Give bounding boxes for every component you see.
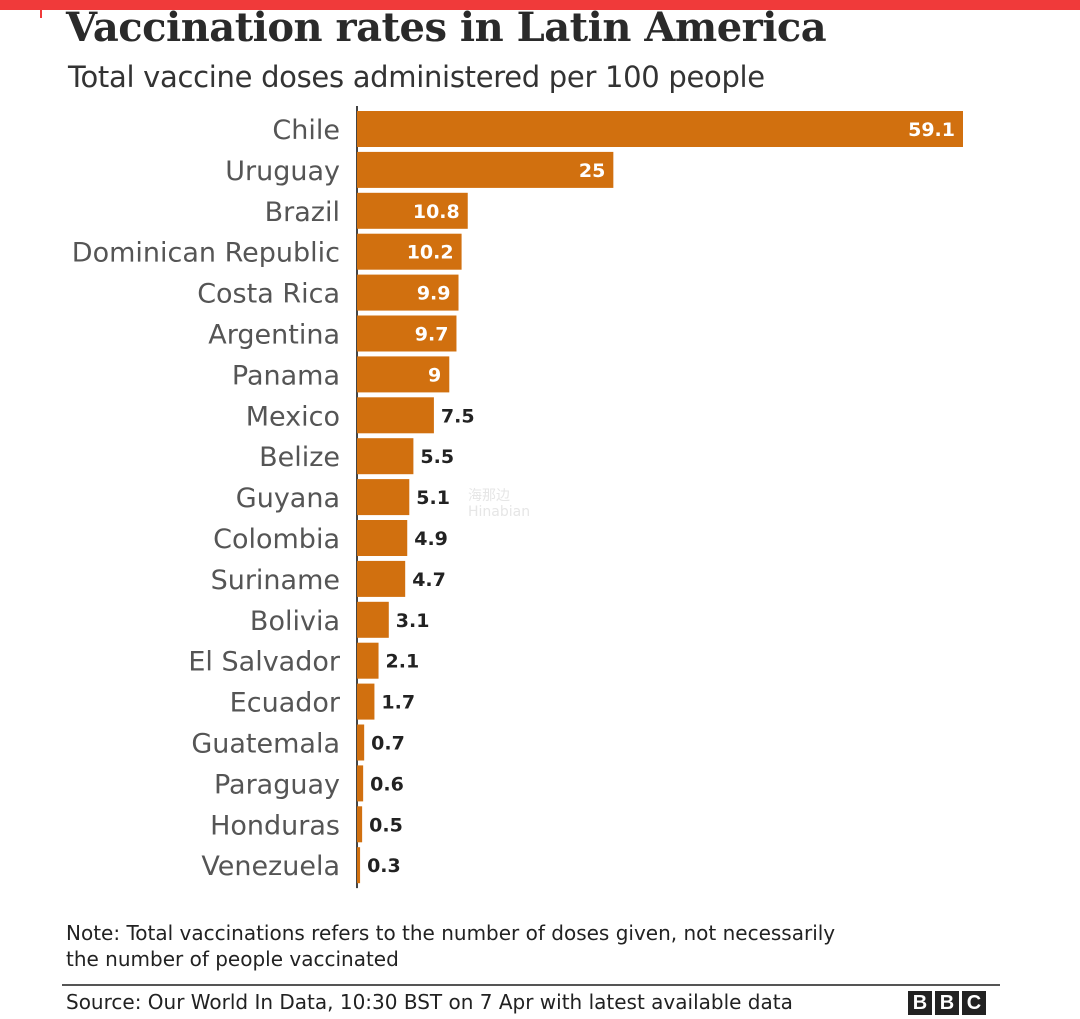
value-label-chile: 59.1 [908,119,955,141]
value-label-honduras: 0.5 [369,814,403,836]
value-label-paraguay: 0.6 [370,773,404,795]
category-label-colombia: Colombia [213,524,340,555]
chart-subtitle: Total vaccine doses administered per 100… [68,60,765,94]
bar-venezuela [357,847,361,884]
bar-panama [357,356,450,393]
bar-belize [357,438,414,475]
value-label-mexico: 7.5 [441,405,475,427]
category-label-panama: Panama [232,360,340,391]
note-line1: Note: Total vaccinations refers to the n… [66,921,836,945]
category-label-guyana: Guyana [236,483,340,514]
chart-title: Vaccination rates in Latin America [66,4,827,51]
bar-argentina [357,315,457,352]
category-label-bolivia: Bolivia [250,606,340,637]
category-label-venezuela: Venezuela [201,851,340,882]
bar-suriname [357,560,406,597]
value-label-bolivia: 3.1 [396,610,430,632]
category-label-uruguay: Uruguay [225,156,340,187]
category-label-mexico: Mexico [246,401,340,432]
bar-chile [357,111,963,147]
value-label-brazil: 10.8 [413,201,460,223]
bbc-logo-letter-b2: B [935,991,959,1015]
category-label-brazil: Brazil [265,197,340,228]
bar-uruguay [357,151,614,188]
category-label-chile: Chile [272,115,340,146]
value-label-panama: 9 [428,364,441,386]
top-accent-bar [0,0,1080,18]
footer-divider [62,984,1000,986]
watermark: 海那边 Hinabian [468,488,530,520]
bar-guyana [357,479,410,516]
bar-el-salvador [357,642,379,679]
bar-guatemala [357,724,365,761]
value-label-guyana: 5.1 [416,487,450,509]
category-label-honduras: Honduras [210,810,340,841]
bar-brazil [357,192,468,229]
category-label-paraguay: Paraguay [214,769,340,800]
chart-note: Note: Total vaccinations refers to the n… [66,920,835,972]
value-label-belize: 5.5 [420,446,454,468]
bar-colombia [357,520,408,556]
bar-paraguay [357,765,364,802]
watermark-line2: Hinabian [468,504,531,520]
top-accent-tick [40,0,42,18]
category-label-argentina: Argentina [208,320,340,351]
value-label-colombia: 4.9 [414,528,448,550]
bar-mexico [357,397,434,434]
bar-dominican-republic [357,233,462,270]
value-label-argentina: 9.7 [415,324,449,346]
bar-chart: Chile 59.1 Uruguay 25 Brazil 10.8 Dominican Re… [72,106,963,889]
bbc-logo: B B C [908,991,986,1015]
category-label-dominican-republic: Dominican Republic [72,238,340,269]
category-label-belize: Belize [259,442,340,473]
category-label-costa-rica: Costa Rica [197,279,340,310]
category-label-ecuador: Ecuador [230,688,341,719]
value-label-guatemala: 0.7 [371,733,405,755]
value-label-dominican-republic: 10.2 [407,242,454,264]
bar-bolivia [357,601,389,638]
bar-costa-rica [357,274,459,311]
value-label-costa-rica: 9.9 [417,283,451,305]
value-label-uruguay: 25 [579,160,605,182]
category-label-suriname: Suriname [211,565,340,596]
bbc-logo-letter-c: C [962,991,986,1015]
bar-honduras [357,806,363,843]
watermark-line1: 海那边 [468,488,510,504]
source-text: Source: Our World In Data, 10:30 BST on … [66,990,793,1014]
bar-ecuador [357,683,375,720]
bbc-logo-letter-b1: B [908,991,932,1015]
category-label-el-salvador: El Salvador [188,647,341,678]
category-label-guatemala: Guatemala [191,729,340,760]
value-label-suriname: 4.7 [412,569,446,591]
value-label-el-salvador: 2.1 [386,651,420,673]
value-label-venezuela: 0.3 [367,855,401,877]
value-label-ecuador: 1.7 [381,692,415,714]
note-line2: the number of people vaccinated [66,947,399,971]
